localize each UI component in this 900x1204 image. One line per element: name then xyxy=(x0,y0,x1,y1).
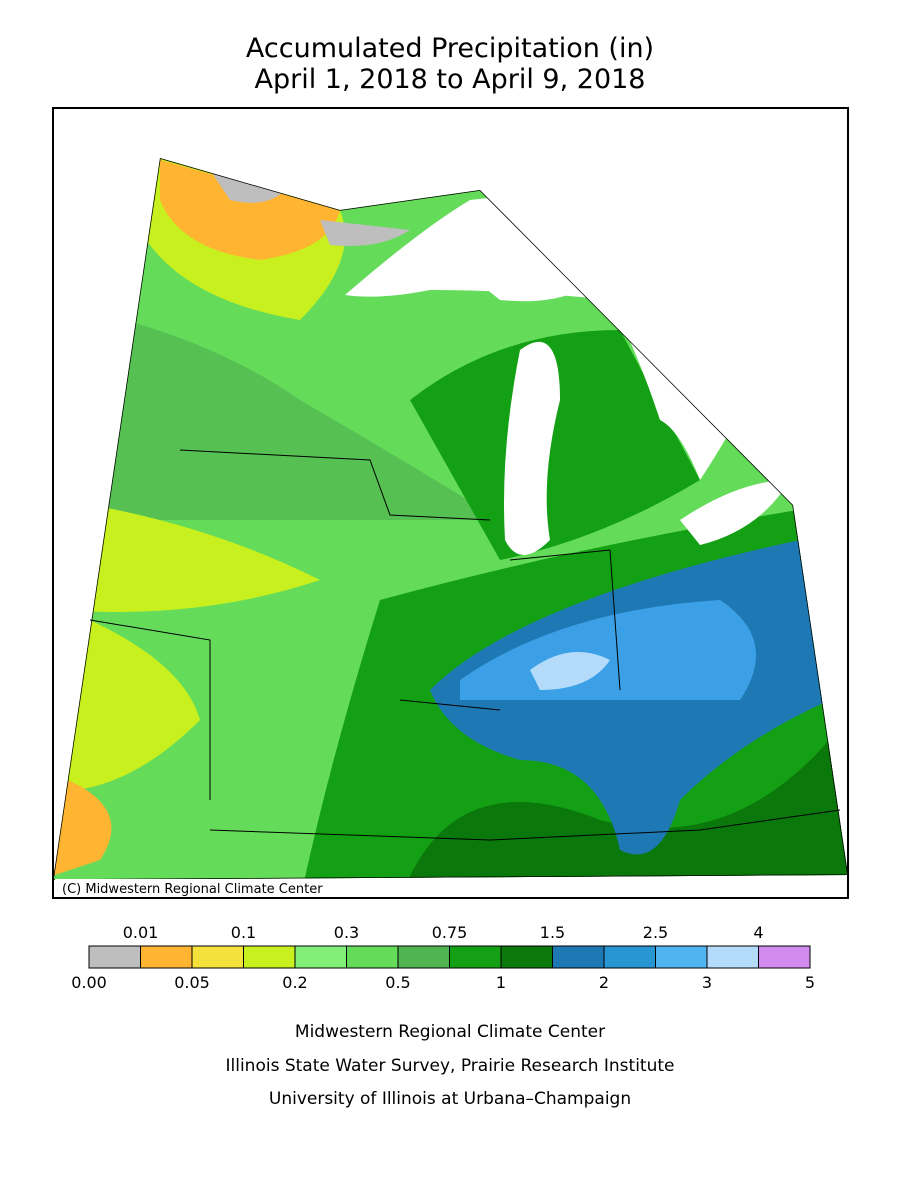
credit: (C) Midwestern Regional Climate Center xyxy=(62,882,323,897)
legend-label: 0.5 xyxy=(385,973,410,992)
footer-line: Illinois State Water Survey, Prairie Res… xyxy=(226,1056,675,1076)
legend-swatch xyxy=(397,945,450,969)
legend-swatch xyxy=(88,945,141,969)
legend-swatch xyxy=(346,945,399,969)
map: (C) Midwestern Regional Climate Center xyxy=(52,107,849,899)
legend-label: 0.75 xyxy=(432,923,468,942)
legend-label: 2.5 xyxy=(643,923,668,942)
title: Accumulated Precipitation (in) xyxy=(246,33,654,64)
legend-label: 0.01 xyxy=(123,923,159,942)
legend-swatch xyxy=(706,945,759,969)
legend-swatch xyxy=(758,945,811,969)
legend-swatch xyxy=(449,945,502,969)
legend-swatch xyxy=(655,945,708,969)
legend-swatch xyxy=(294,945,347,969)
legend-swatch xyxy=(500,945,553,969)
subtitle: April 1, 2018 to April 9, 2018 xyxy=(255,64,646,95)
legend-label: 0.2 xyxy=(282,973,307,992)
legend-label: 5 xyxy=(805,973,815,992)
legend-label: 0.1 xyxy=(231,923,256,942)
legend-label: 0.05 xyxy=(174,973,210,992)
legend-label: 0.00 xyxy=(71,973,107,992)
legend-swatch xyxy=(603,945,656,969)
legend-label: 1 xyxy=(496,973,506,992)
footer-line: Midwestern Regional Climate Center xyxy=(295,1022,605,1042)
legend-label: 3 xyxy=(702,973,712,992)
legend-label: 0.3 xyxy=(334,923,359,942)
legend-label: 4 xyxy=(753,923,763,942)
legend-swatch xyxy=(191,945,244,969)
legend: 0.00 0.01 0.05 0.1 0.2 0.3 0.5 0.75 1 1.5 2 2.5 3 4 5 xyxy=(71,923,815,992)
legend-swatch xyxy=(552,945,605,969)
legend-label: 2 xyxy=(599,973,609,992)
legend-swatch xyxy=(243,945,296,969)
footer-line: University of Illinois at Urbana–Champai… xyxy=(269,1089,631,1109)
legend-swatch xyxy=(140,945,193,969)
legend-label: 1.5 xyxy=(540,923,565,942)
